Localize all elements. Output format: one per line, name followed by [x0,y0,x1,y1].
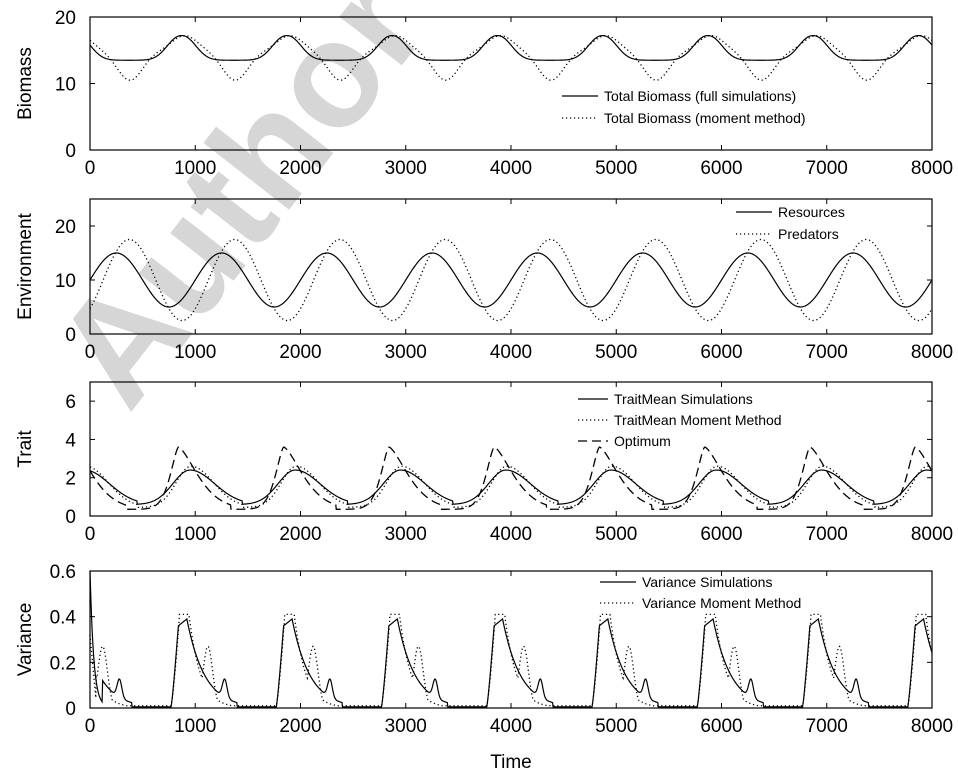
y-tick-label-2-0: 0 [65,325,76,346]
x-tick-label-2-8: 8000 [911,342,953,363]
x-tick-label-1-8: 8000 [911,158,953,179]
y-axis-label-3: Trait [15,430,36,468]
x-tick-label-4-0: 0 [85,716,96,737]
y-tick-label-3-2: 4 [65,430,76,451]
x-tick-label-3-5: 5000 [595,524,637,545]
y-axis-label-2: Environment [15,212,36,319]
x-axis-label-4: Time [490,752,532,773]
x-tick-label-3-1: 1000 [174,524,216,545]
x-tick-label-1-1: 1000 [174,158,216,179]
x-tick-label-1-3: 3000 [385,158,427,179]
x-tick-label-3-6: 6000 [700,524,742,545]
series-line-3-3 [89,446,933,510]
panel-3: 0 1000 2000 3000 4000 5000 6000 7000 8000 0 2 4 6 Tra… [15,381,953,545]
series-line-3-2 [89,465,933,508]
series-line-1-2 [89,34,933,81]
x-tick-label-4-7: 7000 [806,716,848,737]
series-line-1-1 [89,35,933,61]
x-tick-label-4-3: 3000 [385,716,427,737]
y-tick-label-3-1: 2 [65,469,76,490]
x-tick-label-3-8: 8000 [911,524,953,545]
legend-label-4-1: Variance Simulations [642,574,772,590]
legend-label-4-2: Variance Moment Method [642,595,801,611]
legend-label-3-1: TraitMean Simulations [614,391,753,407]
x-tick-label-2-0: 0 [85,342,96,363]
legend-label-2-1: Resources [778,204,845,220]
y-axis-label-1: Biomass [15,47,36,120]
x-tick-label-2-5: 5000 [595,342,637,363]
x-tick-label-3-7: 7000 [806,524,848,545]
x-tick-label-4-4: 4000 [490,716,532,737]
legend-label-3-2: TraitMean Moment Method [614,412,782,428]
x-tick-label-1-5: 5000 [595,158,637,179]
series-line-2-1 [89,252,933,308]
y-tick-label-2-2: 20 [55,217,76,238]
y-tick-label-1-2: 20 [55,8,76,29]
legend-label-3-3: Optimum [614,433,671,449]
x-tick-label-4-6: 6000 [700,716,742,737]
y-tick-label-3-3: 6 [65,392,76,413]
series-line-3-1 [89,469,933,505]
plot-frame-4 [89,570,933,709]
series-line-4-2 [89,613,933,707]
x-tick-label-4-1: 1000 [174,716,216,737]
x-tick-label-2-7: 7000 [806,342,848,363]
y-tick-label-1-0: 0 [65,141,76,162]
series-line-2-2 [89,238,933,322]
x-tick-label-3-3: 3000 [385,524,427,545]
x-tick-label-2-2: 2000 [279,342,321,363]
x-tick-label-1-7: 7000 [806,158,848,179]
x-tick-label-4-8: 8000 [911,716,953,737]
y-tick-label-3-0: 0 [65,507,76,528]
x-tick-label-2-1: 1000 [174,342,216,363]
panel-1: 0 1000 2000 3000 4000 5000 6000 7000 8000 0 10 20 Bi… [15,8,953,179]
legend-label-1-2: Total Biomass (moment method) [604,110,806,126]
y-tick-label-4-1: 0.2 [50,653,76,674]
x-tick-label-1-2: 2000 [279,158,321,179]
y-tick-label-1-1: 10 [55,75,76,96]
y-tick-label-4-3: 0.6 [50,562,76,583]
y-tick-label-2-1: 10 [55,271,76,292]
x-tick-label-3-2: 2000 [279,524,321,545]
x-tick-label-3-0: 0 [85,524,96,545]
x-tick-label-4-2: 2000 [279,716,321,737]
y-tick-label-4-2: 0.4 [50,608,77,629]
legend-label-2-2: Predators [778,226,839,242]
y-tick-label-4-0: 0 [65,699,76,720]
y-axis-label-4: Variance [15,603,36,677]
panel-4: 0 1000 2000 3000 4000 5000 6000 7000 8000 0 0.2 0.4… [15,562,953,773]
x-tick-label-1-0: 0 [85,158,96,179]
x-tick-label-1-4: 4000 [490,158,532,179]
x-tick-label-4-5: 5000 [595,716,637,737]
panel-2: 0 1000 2000 3000 4000 5000 6000 7000 8000 0 10 20 En… [15,198,953,363]
x-tick-label-2-3: 3000 [385,342,427,363]
x-tick-label-2-6: 6000 [700,342,742,363]
x-tick-label-3-4: 4000 [490,524,532,545]
legend-label-1-1: Total Biomass (full simulations) [604,88,796,104]
x-tick-label-1-6: 6000 [700,158,742,179]
plot-frame-3 [89,381,933,517]
plot-frame-1 [89,16,933,151]
x-tick-label-2-4: 4000 [490,342,532,363]
